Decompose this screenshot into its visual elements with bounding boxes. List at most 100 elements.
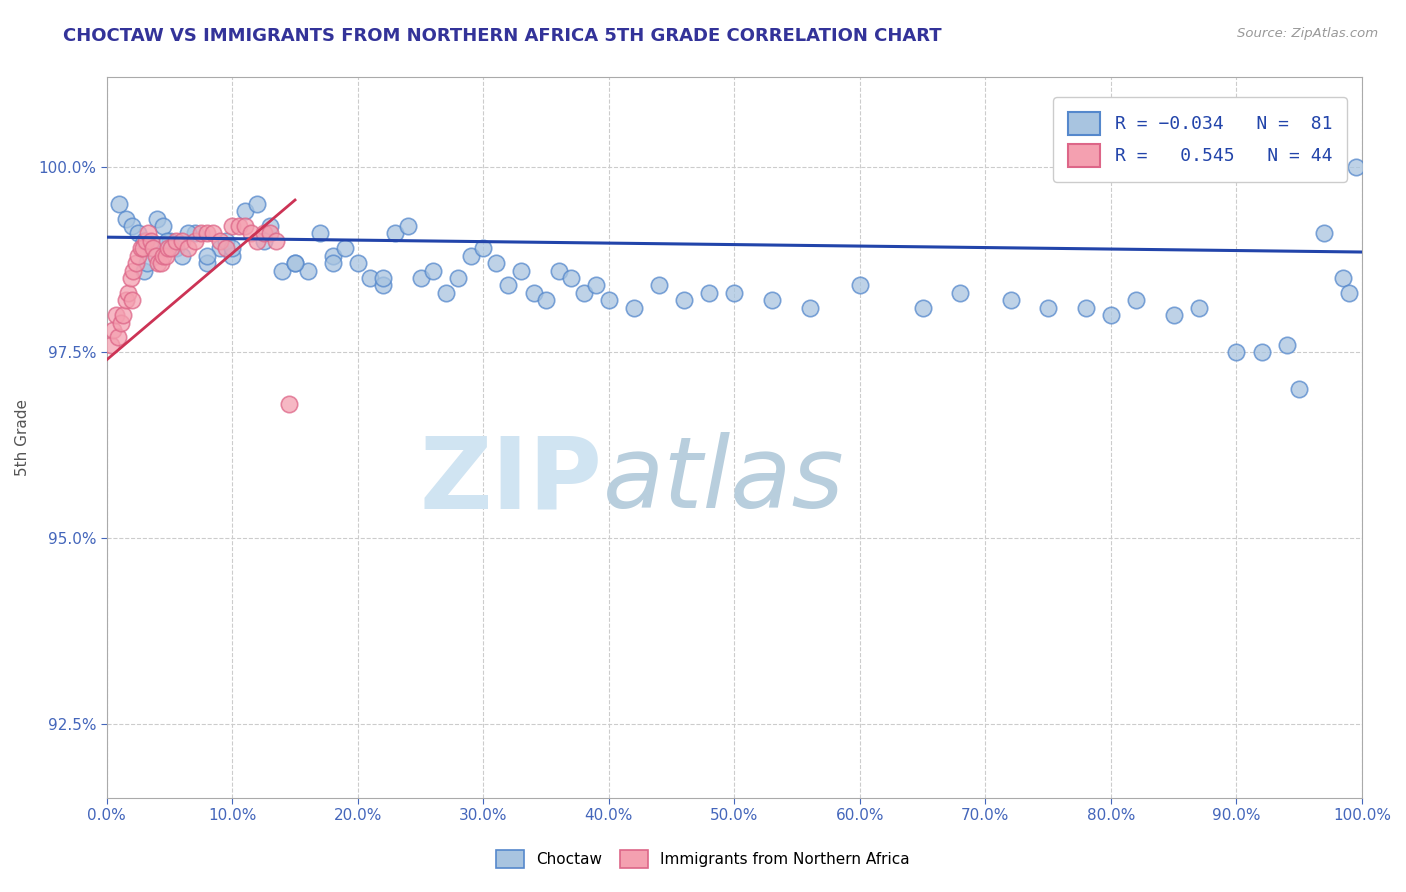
Point — [202, 227, 225, 241]
Point — [359, 271, 381, 285]
Legend: R = −0.034   N =  81, R =   0.545   N = 44: R = −0.034 N = 81, R = 0.545 N = 44 — [1053, 97, 1347, 182]
Point — [1225, 345, 1247, 359]
Point — [195, 249, 218, 263]
Point — [100, 338, 122, 352]
Point — [547, 263, 569, 277]
Point — [284, 256, 307, 270]
Point — [149, 256, 172, 270]
Point — [1288, 383, 1310, 397]
Point — [114, 211, 136, 226]
Point — [1074, 301, 1097, 315]
Point — [107, 330, 129, 344]
Point — [522, 285, 544, 300]
Point — [183, 234, 205, 248]
Point — [195, 256, 218, 270]
Point — [253, 234, 276, 248]
Point — [142, 241, 165, 255]
Point — [422, 263, 444, 277]
Point — [585, 278, 607, 293]
Point — [170, 249, 193, 263]
Point — [221, 219, 243, 233]
Point — [1188, 301, 1211, 315]
Point — [215, 241, 238, 255]
Point — [146, 211, 169, 226]
Point — [246, 196, 269, 211]
Point — [284, 256, 307, 270]
Point — [233, 204, 256, 219]
Point — [648, 278, 671, 293]
Text: CHOCTAW VS IMMIGRANTS FROM NORTHERN AFRICA 5TH GRADE CORRELATION CHART: CHOCTAW VS IMMIGRANTS FROM NORTHERN AFRI… — [63, 27, 942, 45]
Point — [135, 256, 157, 270]
Point — [1275, 338, 1298, 352]
Point — [127, 227, 149, 241]
Point — [271, 263, 294, 277]
Point — [104, 308, 127, 322]
Point — [134, 263, 156, 277]
Legend: Choctaw, Immigrants from Northern Africa: Choctaw, Immigrants from Northern Africa — [491, 844, 915, 873]
Point — [396, 219, 419, 233]
Point — [122, 263, 145, 277]
Point — [208, 241, 231, 255]
Point — [139, 234, 162, 248]
Point — [139, 241, 162, 255]
Point — [1339, 285, 1361, 300]
Point — [155, 249, 177, 263]
Point — [623, 301, 645, 315]
Point — [221, 241, 243, 255]
Point — [157, 241, 180, 255]
Point — [761, 293, 783, 308]
Point — [911, 301, 934, 315]
Point — [572, 285, 595, 300]
Point — [409, 271, 432, 285]
Point — [1344, 160, 1367, 174]
Point — [673, 293, 696, 308]
Point — [228, 219, 250, 233]
Point — [1313, 227, 1336, 241]
Point — [121, 293, 143, 308]
Point — [132, 241, 155, 255]
Point — [335, 241, 357, 255]
Point — [134, 234, 156, 248]
Point — [485, 256, 508, 270]
Point — [534, 293, 557, 308]
Y-axis label: 5th Grade: 5th Grade — [15, 400, 30, 476]
Point — [1163, 308, 1185, 322]
Point — [1038, 301, 1060, 315]
Point — [253, 227, 276, 241]
Point — [233, 219, 256, 233]
Point — [183, 227, 205, 241]
Point — [322, 256, 344, 270]
Point — [135, 234, 157, 248]
Point — [498, 278, 520, 293]
Point — [309, 227, 332, 241]
Point — [259, 219, 281, 233]
Point — [472, 241, 495, 255]
Point — [190, 227, 212, 241]
Point — [108, 196, 131, 211]
Point — [322, 249, 344, 263]
Point — [1000, 293, 1022, 308]
Point — [371, 271, 394, 285]
Point — [434, 285, 457, 300]
Point — [120, 271, 142, 285]
Point — [165, 241, 187, 255]
Point — [246, 234, 269, 248]
Point — [145, 249, 167, 263]
Point — [384, 227, 406, 241]
Point — [148, 256, 170, 270]
Point — [460, 249, 482, 263]
Point — [215, 234, 238, 248]
Point — [371, 278, 394, 293]
Point — [114, 293, 136, 308]
Point — [598, 293, 620, 308]
Point — [129, 241, 152, 255]
Point — [1250, 345, 1272, 359]
Point — [110, 316, 132, 330]
Point — [849, 278, 872, 293]
Point — [127, 249, 149, 263]
Point — [1099, 308, 1122, 322]
Point — [1125, 293, 1147, 308]
Point — [799, 301, 821, 315]
Point — [697, 285, 720, 300]
Point — [560, 271, 582, 285]
